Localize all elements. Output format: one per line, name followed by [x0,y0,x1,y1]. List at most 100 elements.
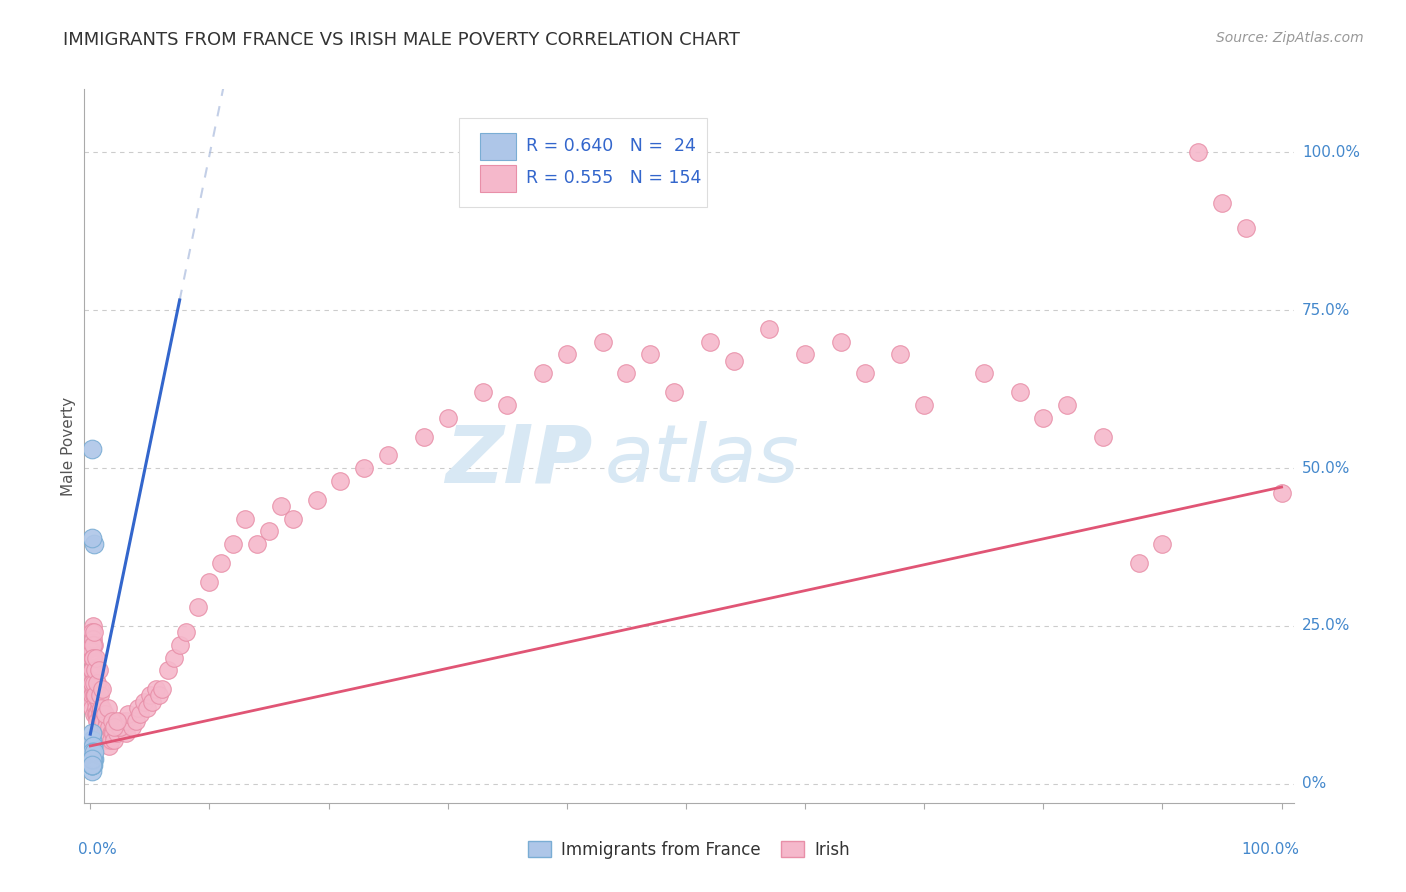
Point [89,707,111,722]
FancyBboxPatch shape [479,165,516,192]
Point [82,650,104,665]
Point [89,714,111,728]
Point [80,758,103,772]
Point [270,499,292,513]
Point [82,739,104,753]
Point [86,675,108,690]
Point [80,644,103,658]
Point [1008,385,1031,400]
Point [103,732,125,747]
Point [889,347,911,361]
Point [156,663,179,677]
Point [198,574,221,589]
Point [148,689,170,703]
Point [83,682,105,697]
Point [1211,195,1233,210]
Point [84,669,107,683]
Point [82,751,104,765]
Point [141,695,163,709]
Point [80,758,103,772]
Point [100,726,122,740]
Point [115,714,138,728]
Point [93,707,115,722]
Point [83,657,105,671]
Point [82,650,104,665]
Point [100,726,122,740]
Point [662,385,685,400]
Point [1187,145,1209,160]
Point [80,675,103,690]
Point [82,675,104,690]
Point [281,511,304,525]
Point [83,663,105,677]
Point [121,720,143,734]
Point [80,682,103,697]
Point [91,714,114,728]
Point [80,663,103,677]
Point [105,714,128,728]
Point [1234,221,1257,235]
Point [93,714,115,728]
Point [103,720,125,734]
Point [912,398,935,412]
Text: Source: ZipAtlas.com: Source: ZipAtlas.com [1216,31,1364,45]
Point [83,625,105,640]
Point [592,334,614,349]
Point [96,732,118,747]
Point [84,682,107,697]
Point [100,714,122,728]
Point [80,758,103,772]
Point [84,669,107,683]
Point [82,739,104,753]
Point [83,537,105,551]
Point [353,461,375,475]
Point [186,600,208,615]
Point [94,720,117,734]
Point [129,707,152,722]
Point [84,657,107,671]
Point [84,663,107,677]
Point [83,745,105,759]
Text: atlas: atlas [605,421,799,500]
Point [87,663,110,677]
Point [93,714,115,728]
Point [96,714,118,728]
Point [758,322,780,336]
Point [84,707,107,722]
Point [233,511,256,525]
Point [84,689,107,703]
Legend: Immigrants from France, Irish: Immigrants from France, Irish [522,835,856,866]
Point [108,720,131,734]
Point [82,619,104,633]
Point [124,714,146,728]
Point [117,707,139,722]
Point [139,689,162,703]
Point [80,751,103,765]
Point [257,524,280,539]
Point [86,714,108,728]
Point [80,726,103,740]
Point [84,650,107,665]
Point [1032,410,1054,425]
Point [436,410,458,425]
Point [80,751,103,765]
Point [163,650,186,665]
Text: R = 0.640   N =  24: R = 0.640 N = 24 [526,137,696,155]
Point [80,745,103,759]
Text: 0.0%: 0.0% [79,842,117,857]
Point [86,689,108,703]
Point [93,707,115,722]
Point [87,695,110,709]
Point [80,758,103,772]
Point [91,701,114,715]
Y-axis label: Male Poverty: Male Poverty [60,396,76,496]
Point [723,353,745,368]
Point [699,334,721,349]
Point [112,720,135,734]
Point [82,632,104,646]
Point [246,537,269,551]
Point [80,689,103,703]
Point [82,758,104,772]
Point [1128,556,1150,570]
Point [108,720,131,734]
